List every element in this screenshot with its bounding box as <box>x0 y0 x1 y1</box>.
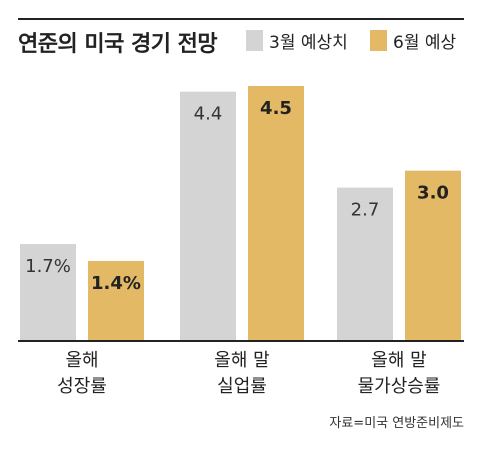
bar-march-2 <box>337 187 393 340</box>
source-note: 자료=미국 연방준비제도 <box>329 416 464 431</box>
bar-march-0 <box>20 244 76 340</box>
bar-value-label-june-0: 1.4% <box>91 273 141 294</box>
legend-swatch-march <box>246 30 263 51</box>
bar-value-label-march-1: 4.4 <box>194 104 223 125</box>
category-label-1-line-1: 실업률 <box>217 376 267 397</box>
legend-label-june: 6월 예상 <box>393 33 457 53</box>
bar-march-1 <box>180 91 236 341</box>
bar-june-2 <box>405 170 461 340</box>
legend-label-march: 3월 예상치 <box>269 33 348 53</box>
legend-item-march: 3월 예상치 <box>246 28 348 53</box>
legend-swatch-june <box>370 30 387 51</box>
category-label-1-line-0: 올해 말 <box>214 350 269 371</box>
category-label-0-line-0: 올해 <box>65 350 98 371</box>
top-rule <box>18 18 464 20</box>
bar-june-0 <box>88 260 144 340</box>
bar-value-label-march-2: 2.7 <box>351 200 380 221</box>
category-label-2-line-0: 올해 말 <box>371 350 426 371</box>
bar-value-label-june-2: 3.0 <box>417 183 449 204</box>
chart-title: 연준의 미국 경기 전망 <box>18 32 218 57</box>
category-label-0-line-1: 성장률 <box>57 376 107 397</box>
legend-item-june: 6월 예상 <box>370 28 456 53</box>
bar-value-label-march-0: 1.7% <box>25 256 71 277</box>
bar-june-1 <box>248 86 304 340</box>
category-label-2-line-1: 물가상승률 <box>358 376 441 397</box>
bar-value-label-june-1: 4.5 <box>260 98 292 119</box>
